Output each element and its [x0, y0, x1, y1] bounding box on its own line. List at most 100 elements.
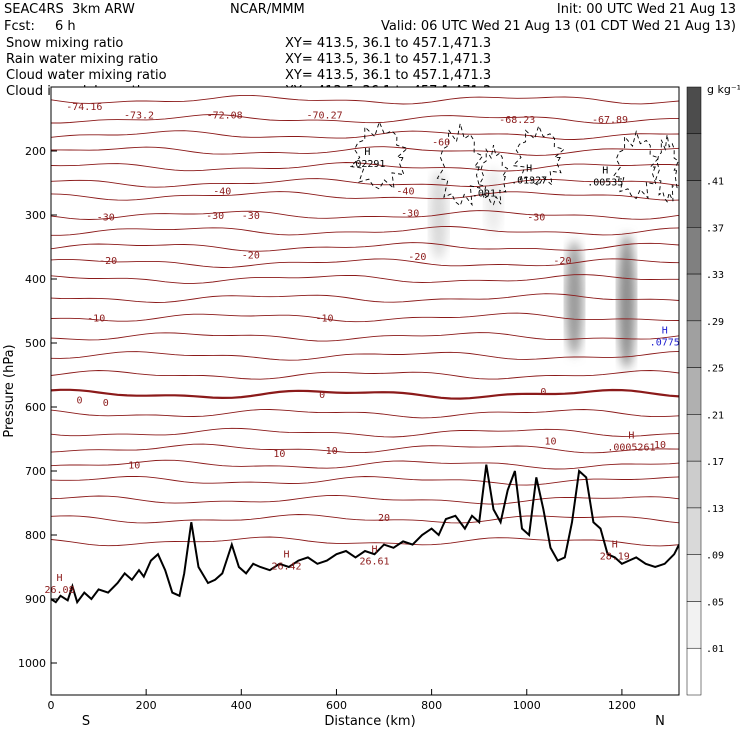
cloud-ice-contour — [655, 134, 679, 203]
temperature-contour-label: -72.08 — [207, 111, 243, 122]
colorbar-swatch — [686, 507, 702, 555]
cloud-ice-extremum-value: .01327 — [511, 176, 547, 187]
y-tick-label: 1000 — [18, 657, 46, 670]
temperature-contour-label: 10 — [326, 446, 338, 457]
field-xy: XY= 413.5, 36.1 to 457.1,471.3 — [285, 52, 491, 67]
cloud-ice-contour — [478, 144, 509, 206]
colorbar-swatch — [686, 647, 702, 696]
temperature-contour-label: -30 — [206, 211, 224, 222]
plot-area: -74.16 -73.2 -72.08 -70.27 -68.23 -67.89 -60 -4… — [18, 86, 680, 712]
temperature-contour — [51, 146, 679, 156]
temperature-contour-label: -20 — [553, 256, 571, 267]
colorbar-swatch — [686, 367, 702, 415]
colorbar: .01 .05 .09 .13 .17 .21 .25 .29 .33 .37 .41 — [686, 86, 724, 696]
temperature-contour — [51, 475, 679, 486]
temperature-extremum-value: 26.42 — [271, 562, 301, 573]
cloud-ice-contour — [612, 130, 660, 200]
temperature-contour — [51, 370, 679, 380]
colorbar-swatch — [686, 320, 702, 368]
y-tick-label: 800 — [25, 529, 46, 542]
cloud-ice-extremum-value: .00535 — [587, 178, 623, 189]
terrain-line — [51, 464, 679, 605]
temperature-contour — [51, 312, 679, 323]
temperature-contour-label: -10 — [316, 313, 334, 324]
colorbar-label: .21 — [706, 410, 724, 421]
x-tick-label: 200 — [136, 699, 157, 712]
colorbar-swatch — [686, 86, 702, 135]
temperature-contour-label: 10 — [128, 461, 140, 472]
temperature-contour-label: -60 — [432, 137, 450, 148]
temperature-contour — [51, 242, 679, 252]
temperature-extremum-marker: H — [371, 544, 377, 555]
temperature-contour-label: -30 — [401, 208, 419, 219]
temperature-contour-label: 10 — [273, 449, 285, 460]
temperature-contour — [51, 427, 679, 438]
temperature-contour — [51, 494, 679, 505]
temperature-contour-label: -20 — [408, 252, 426, 263]
temperature-contour-label: -74.16 — [66, 102, 102, 113]
temperature-extremum-marker: H — [628, 430, 634, 441]
snow-plume — [617, 234, 636, 369]
temperature-contour — [51, 114, 679, 124]
contour-labels: -74.16 -73.2 -72.08 -70.27 -68.23 -67.89 -60 -4… — [45, 102, 680, 596]
temperature-contour-label: 0 — [103, 398, 109, 409]
header-init: Init: 00 UTC Wed 21 Aug 13 — [557, 2, 736, 17]
temperature-contour-label: 20 — [378, 513, 390, 524]
direction-south-label: S — [82, 714, 90, 729]
x-axis: 0 200 400 600 800 1000 1200 — [48, 689, 636, 712]
freezing-level-contour — [51, 388, 679, 400]
colorbar-label: .25 — [706, 364, 724, 375]
header-project: SEAC4RS — [4, 2, 64, 17]
colorbar-label: .17 — [706, 457, 724, 468]
temperature-extremum-value: .0005261 — [607, 442, 655, 453]
colorbar-swatch — [686, 601, 702, 649]
x-tick-label: 600 — [326, 699, 347, 712]
field-name: Snow mixing ratio — [6, 36, 123, 51]
temperature-contour-label: -30 — [242, 211, 260, 222]
header-resolution: 3km ARW — [72, 2, 135, 17]
y-axis-label: Pressure (hPa) — [2, 344, 17, 437]
x-tick-label: 1200 — [608, 699, 636, 712]
temperature-contour — [51, 409, 679, 419]
temperature-contour — [51, 162, 679, 172]
header-valid: Valid: 06 UTC Wed 21 Aug 13 (01 CDT Wed … — [381, 19, 736, 34]
y-axis: 200 300 400 500 600 700 800 900 1000 — [18, 145, 57, 670]
temperature-contour-label: -30 — [97, 212, 115, 223]
cloud-ice-extremum-marker: H — [602, 166, 608, 177]
temperature-contour-label: -40 — [396, 187, 414, 198]
cloud-water-extremum-value: .0775 — [650, 338, 680, 349]
temperature-contour-label: 10 — [654, 440, 666, 451]
field-xy: XY= 413.5, 36.1 to 457.1,471.3 — [285, 68, 491, 83]
colorbar-label: .29 — [706, 317, 724, 328]
temperature-contour — [51, 94, 679, 105]
colorbar-label: .33 — [706, 270, 724, 281]
temperature-contour-label: 0 — [77, 395, 83, 406]
header-center: NCAR/MMM — [230, 2, 305, 17]
plot-border — [50, 86, 680, 696]
colorbar-label: .37 — [706, 223, 724, 234]
snow-plume — [484, 167, 503, 235]
colorbar-swatch — [686, 414, 702, 462]
temperature-contour-label: -30 — [527, 212, 545, 223]
temperature-contour-label: -10 — [87, 313, 105, 324]
temperature-contour — [51, 514, 679, 524]
terrain-profile — [51, 464, 679, 605]
temperature-contour — [51, 191, 679, 201]
temperature-contour-label: 10 — [545, 436, 557, 447]
cloud-ice-extremum-value: .02291 — [349, 159, 385, 170]
temperature-contour — [51, 178, 679, 188]
colorbar-label: .01 — [706, 644, 724, 655]
temperature-extremum-value: 26.08 — [45, 585, 75, 596]
x-axis-label: Distance (km) — [324, 714, 415, 729]
y-tick-label: 600 — [25, 401, 46, 414]
colorbar-swatch — [686, 273, 702, 322]
colorbar-swatch — [686, 180, 702, 228]
temperature-contour — [51, 226, 679, 236]
cloud-ice-extremum-marker: H — [526, 164, 532, 175]
y-tick-label: 900 — [25, 593, 46, 606]
temperature-contour — [51, 350, 679, 361]
colorbar-unit: g kg⁻¹ — [707, 83, 740, 96]
temperature-contour-label: -70.27 — [306, 111, 342, 122]
field-xy: XY= 413.5, 36.1 to 457.1,471.3 — [285, 36, 491, 51]
